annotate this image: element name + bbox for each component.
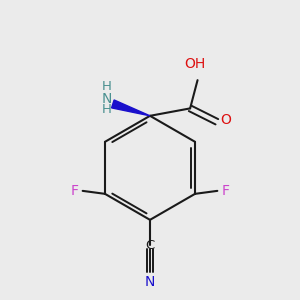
Text: OH: OH <box>184 57 205 71</box>
Text: H: H <box>102 80 112 93</box>
Text: N: N <box>102 92 112 106</box>
Text: H: H <box>102 103 112 116</box>
Text: C: C <box>146 239 154 252</box>
Text: F: F <box>222 184 230 198</box>
Text: F: F <box>70 184 78 198</box>
Text: N: N <box>145 275 155 289</box>
Text: O: O <box>220 113 231 127</box>
Polygon shape <box>112 100 150 116</box>
